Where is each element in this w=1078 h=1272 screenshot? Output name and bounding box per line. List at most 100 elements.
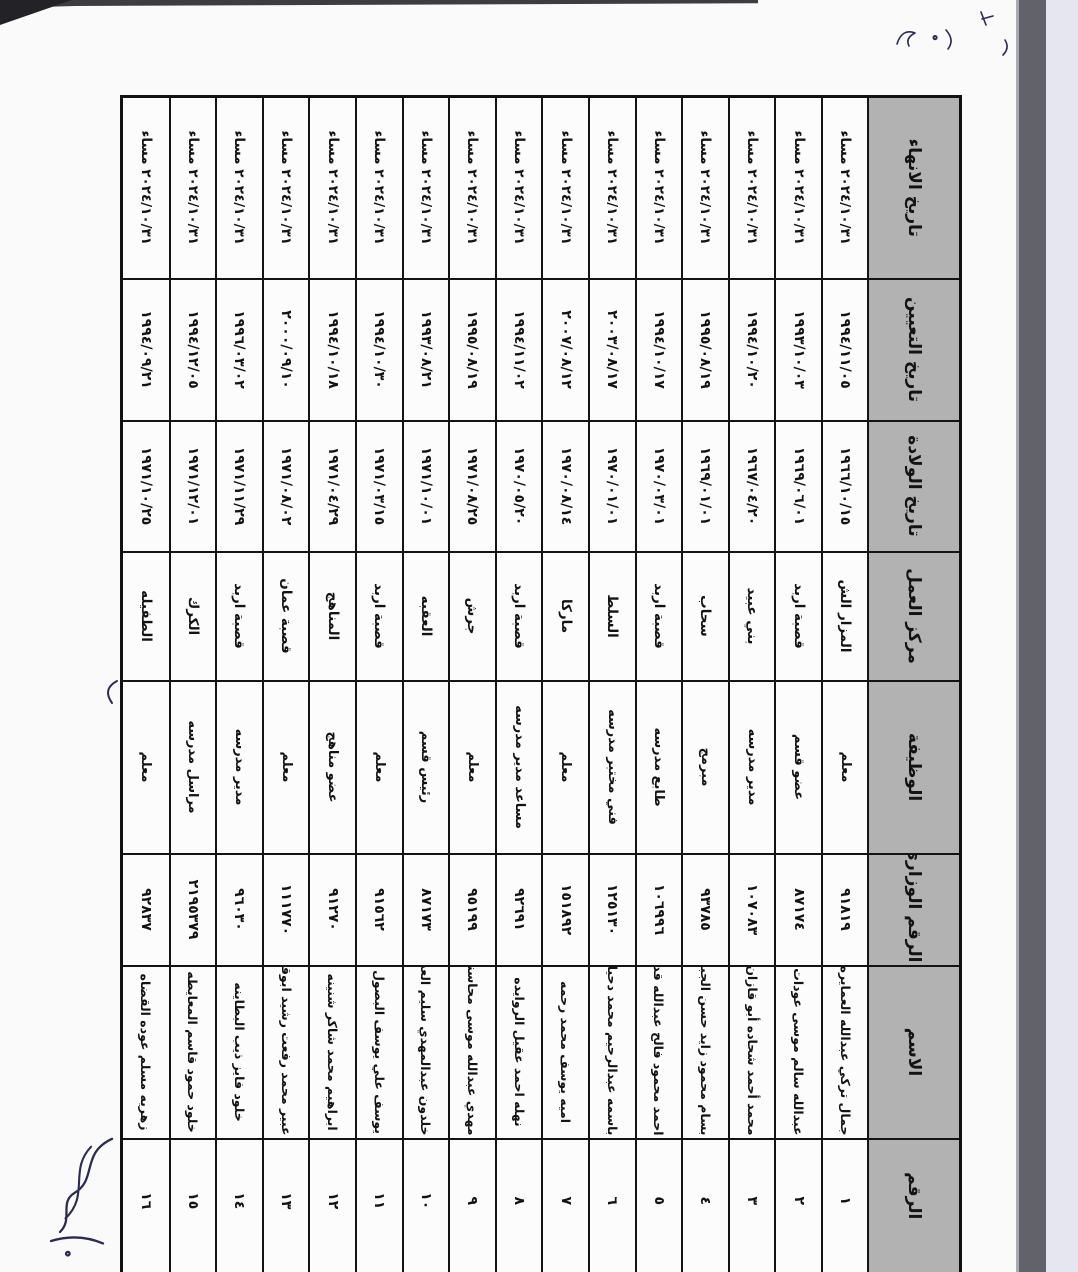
cell-job-title: معلم bbox=[542, 680, 589, 854]
cell-work-center: قصبة اربد bbox=[775, 551, 822, 681]
table-row: ١٣ عبير محمد رفعت رشيد ابوقويدر ١١١٧٧٠ م… bbox=[262, 96, 310, 1272]
cell-work-center: السلط bbox=[588, 551, 636, 681]
cell-row-number: ١٦ bbox=[121, 1138, 170, 1272]
cell-hire-date: ١٩٩٤/٠٩/٢١ bbox=[121, 278, 170, 421]
cell-birth-date: ١٩٧١/١٢/٠١ bbox=[169, 420, 217, 552]
cell-end-date: ٢٠٢٤/١٠/٣١ مساء bbox=[495, 96, 543, 279]
header-work-center: مركز العمل bbox=[868, 551, 961, 681]
cell-name: خلود فايز ذيب البطاينه bbox=[216, 965, 263, 1139]
scan-top-edge-shadow bbox=[0, 0, 758, 8]
cell-row-number: ١٥ bbox=[169, 1138, 217, 1272]
cell-ministry-number: ٨٧١٧٤ bbox=[775, 853, 822, 966]
cell-row-number: ١ bbox=[821, 1138, 869, 1272]
table-row: ٣ محمد أحمد شحاده أبو قازان ١٠٧٠٨٣ مدير … bbox=[728, 96, 776, 1272]
cell-ministry-number: ١٠٧٠٨٣ bbox=[728, 853, 776, 966]
table-row: ٥ احمد محمود فالح عبدالله قديسات ١٠٦٩٩٦ … bbox=[635, 96, 683, 1272]
cell-row-number: ١٢ bbox=[309, 1138, 356, 1272]
cell-hire-date: ٢٠٠٠/٠٩/١٠ bbox=[262, 278, 310, 421]
cell-birth-date: ١٩٧٠/٠٣/٠١ bbox=[635, 420, 683, 552]
pen-marks-icon bbox=[896, 11, 1008, 56]
cell-work-center: المزار الش bbox=[821, 551, 869, 681]
cell-hire-date: ١٩٩٤/١٢/٠٥ bbox=[169, 278, 217, 421]
cell-row-number: ١٤ bbox=[216, 1138, 263, 1272]
cell-job-title: معلم bbox=[449, 680, 496, 854]
table-row: ١٤ خلود فايز ذيب البطاينه ٩٦٠٣٠ مدير مدر… bbox=[216, 96, 263, 1272]
cell-name: زهريه مسلم عوده القضاه bbox=[121, 965, 170, 1139]
cell-hire-date: ١٩٩٦/٠٣/٠٢ bbox=[216, 278, 263, 421]
cell-row-number: ٣ bbox=[728, 1138, 776, 1272]
scan-right-dark-band bbox=[1019, 0, 1046, 1272]
cell-ministry-number: ٢١٩٥٣٧٩ bbox=[169, 853, 217, 966]
cell-end-date: ٢٠٢٤/١٠/٣١ مساء bbox=[121, 96, 170, 279]
cell-work-center: قصبة اربد bbox=[495, 551, 543, 681]
table-row: ١٢ ابراهيم محمد شاكر شنينه ٩١٢٧٠ عضو منا… bbox=[309, 96, 356, 1272]
cell-work-center: قصبة عمان bbox=[262, 551, 310, 681]
cell-work-center: الكرك bbox=[169, 551, 217, 681]
cell-job-title: معلم bbox=[355, 680, 403, 854]
cell-hire-date: ١٩٩٤/١١/٠٥ bbox=[821, 278, 869, 421]
table-row: ٢ عبدالله سالم موسى عودات ٨٧١٧٤ عضو قسم … bbox=[775, 96, 822, 1272]
table-row: ٨ نهله احمد عقيل الروايده ٩٢٦٩١ مساعد مد… bbox=[495, 96, 543, 1272]
cell-name: خلدون عبدالمهدي سليم العدينات bbox=[402, 965, 450, 1139]
cell-ministry-number: ٩٥١٩٩ bbox=[449, 853, 496, 966]
cell-work-center: قصبة اربد bbox=[635, 551, 683, 681]
cell-hire-date: ١٩٩٣/١٠/٠٣ bbox=[775, 278, 822, 421]
cell-name: عبير محمد رفعت رشيد ابوقويدر bbox=[262, 965, 310, 1139]
cell-name: محمد أحمد شحاده أبو قازان bbox=[728, 965, 776, 1139]
cell-row-number: ٢ bbox=[775, 1138, 822, 1272]
table-row: ٤ بسام محمود زايد حسن الجبالي ٩٣٧٨٥ مبرم… bbox=[682, 96, 729, 1272]
cell-ministry-number: ٩٢٦٩١ bbox=[495, 853, 543, 966]
cell-end-date: ٢٠٢٤/١٠/٣١ مساء bbox=[355, 96, 403, 279]
cell-ministry-number: ١١١٧٧٠ bbox=[262, 853, 310, 966]
cell-job-title: عضو قسم bbox=[775, 680, 822, 854]
header-name: الاسم bbox=[868, 965, 961, 1139]
cell-job-title: مبرمج bbox=[682, 680, 729, 854]
header-ministry-number: الرقم الوزاري bbox=[868, 853, 961, 966]
cell-job-title: معلم bbox=[121, 680, 170, 854]
cell-birth-date: ١٩٦٩/٠٦/٠١ bbox=[775, 420, 822, 552]
cell-job-title: مساعد مدير مدرسه bbox=[495, 680, 543, 854]
cell-ministry-number: ٩٣٧٨٥ bbox=[682, 853, 729, 966]
cell-job-title: رئيس قسم bbox=[402, 680, 450, 854]
cell-ministry-number: ١٠٦٩٩٦ bbox=[635, 853, 683, 966]
cell-hire-date: ١٩٩٤/١٠/٢٠ bbox=[728, 278, 776, 421]
employee-table: الرقم الاسم الرقم الوزاري الوظيفة مركز ا… bbox=[120, 95, 962, 1272]
cell-job-title: مراسل مدرسه bbox=[169, 680, 217, 854]
table-row: ١٠ خلدون عبدالمهدي سليم العدينات ٨٧١٧٣ ر… bbox=[402, 96, 450, 1272]
rotated-table-sheet: الرقم الاسم الرقم الوزاري الوظيفة مركز ا… bbox=[120, 95, 962, 1272]
table-row: ١٦ زهريه مسلم عوده القضاه ٩٢٨٣٧ معلم الط… bbox=[121, 96, 170, 1272]
pen-tick-icon bbox=[107, 680, 118, 704]
cell-row-number: ٦ bbox=[588, 1138, 636, 1272]
cell-birth-date: ١٩٧١/٠٨/٠٢ bbox=[262, 420, 310, 552]
cell-end-date: ٢٠٢٤/١٠/٣١ مساء bbox=[262, 96, 310, 279]
cell-row-number: ١١ bbox=[355, 1138, 403, 1272]
cell-row-number: ٩ bbox=[449, 1138, 496, 1272]
cell-name: احمد محمود فالح عبدالله قديسات bbox=[635, 965, 683, 1139]
cell-work-center: ماركا bbox=[542, 551, 589, 681]
cell-birth-date: ١٩٧١/١٠/٠١ bbox=[402, 420, 450, 552]
cell-ministry-number: ٩١٨١٩ bbox=[821, 853, 869, 966]
cell-job-title: فني مختبر مدرسه bbox=[588, 680, 636, 854]
cell-job-title: مدير مدرسه bbox=[216, 680, 263, 854]
header-hire-date: تاريخ التعيين bbox=[868, 278, 961, 421]
cell-birth-date: ١٩٧١/١٠/٢٥ bbox=[121, 420, 170, 552]
cell-birth-date: ١٩٧١/٠٣/١٥ bbox=[355, 420, 403, 552]
cell-job-title: مدير مدرسه bbox=[728, 680, 776, 854]
cell-name: ابراهيم محمد شاكر شنينه bbox=[309, 965, 356, 1139]
cell-end-date: ٢٠٢٤/١٠/٣١ مساء bbox=[216, 96, 263, 279]
cell-work-center: العقبه bbox=[402, 551, 450, 681]
cell-ministry-number: ١٢٥١٣٠ bbox=[588, 853, 636, 966]
table-row: ٩ مهدي عبدالله موسى محاسنه ٩٥١٩٩ معلم جر… bbox=[449, 96, 496, 1272]
handwritten-signature bbox=[49, 1137, 114, 1257]
header-row: الرقم الاسم الرقم الوزاري الوظيفة مركز ا… bbox=[868, 96, 961, 1272]
table-row: ١١ يوسف علي يوسف البصول ٩١٥٦٢ معلم قصبة … bbox=[355, 96, 403, 1272]
cell-hire-date: ١٩٩٥/٠٨/١٩ bbox=[449, 278, 496, 421]
table-row: ٦ باسمه عبدالرحيم محمد دحيات ١٢٥١٣٠ فني … bbox=[588, 96, 636, 1272]
cell-ministry-number: ١٥١٨٩٢ bbox=[542, 853, 589, 966]
table-row: ١ جمال تركي عبدالله العمايره ٩١٨١٩ معلم … bbox=[821, 96, 869, 1272]
cell-name: يوسف علي يوسف البصول bbox=[355, 965, 403, 1139]
cell-birth-date: ١٩٧١/٠٤/٢٩ bbox=[309, 420, 356, 552]
cell-end-date: ٢٠٢٤/١٠/٣١ مساء bbox=[635, 96, 683, 279]
cell-row-number: ١٣ bbox=[262, 1138, 310, 1272]
